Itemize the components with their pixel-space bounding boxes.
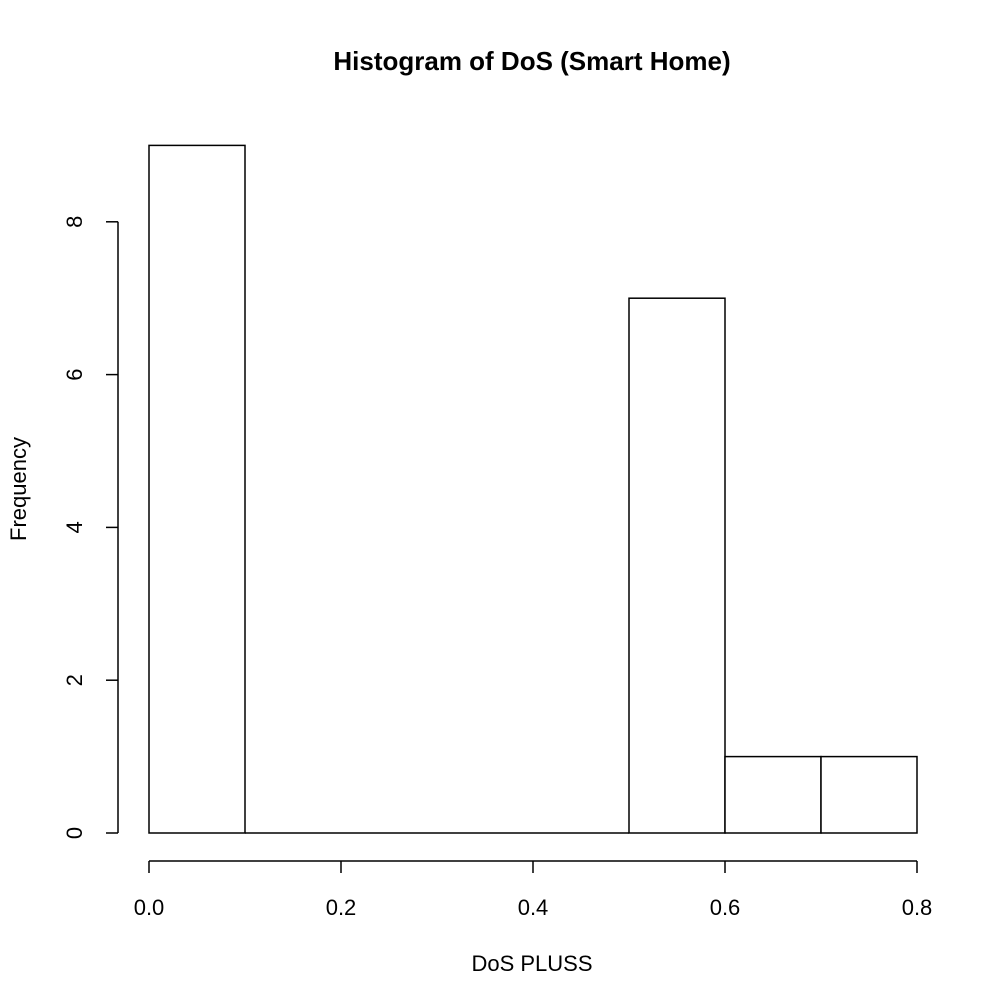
bars-group [148, 144, 918, 834]
x-tick-label-4: 0.8 [902, 895, 933, 920]
y-tick-label-1: 2 [62, 674, 87, 686]
chart-title: Histogram of DoS (Smart Home) [333, 46, 730, 76]
y-tick-label-0: 0 [62, 827, 87, 839]
y-axis: 0 2 4 6 8 [62, 216, 119, 839]
x-tick-label-2: 0.4 [518, 895, 549, 920]
x-axis: 0.0 0.2 0.4 0.6 0.8 [134, 860, 933, 920]
histogram-bar-5 [628, 297, 726, 834]
histogram-bar-7 [820, 755, 918, 834]
x-tick-label-3: 0.6 [710, 895, 741, 920]
histogram-bar-0 [148, 144, 246, 834]
histogram-bar-6 [724, 755, 822, 834]
x-axis-label: DoS PLUSS [471, 951, 592, 976]
x-tick-label-0: 0.0 [134, 895, 165, 920]
y-tick-label-2: 4 [62, 521, 87, 533]
y-tick-label-4: 8 [62, 216, 87, 228]
y-tick-label-3: 6 [62, 368, 87, 380]
y-axis-label: Frequency [6, 437, 31, 541]
x-tick-label-1: 0.2 [326, 895, 357, 920]
